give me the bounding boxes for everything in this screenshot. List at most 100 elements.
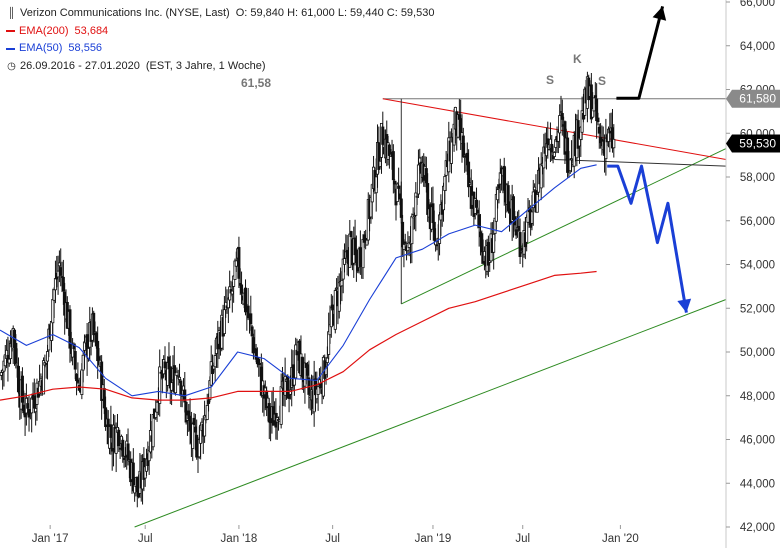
x-tick-label: Jan '20 — [602, 533, 639, 545]
ema200-swatch — [6, 30, 15, 33]
candle-body — [230, 290, 234, 295]
legend-range-row: ◷ 26.09.2016 - 27.01.2020 (EST, 3 Jahre,… — [6, 58, 434, 76]
candle-body — [461, 135, 465, 157]
bullish-forecast-path — [616, 6, 665, 100]
candle-body — [329, 307, 333, 328]
candle-body — [560, 113, 564, 120]
candle-body — [415, 195, 419, 198]
candle-body — [444, 160, 448, 176]
candle-body — [30, 397, 34, 414]
candle-body — [576, 120, 580, 149]
candle-body — [365, 239, 369, 246]
candle-body — [348, 233, 352, 268]
candle-body — [431, 203, 435, 224]
candle-body — [203, 415, 207, 437]
price-tag-box — [726, 134, 780, 153]
candle-body — [56, 270, 60, 278]
candle-body — [595, 98, 599, 122]
candle-body — [518, 232, 522, 258]
y-tick-label: 46,000 — [740, 435, 775, 447]
candle-body — [52, 289, 56, 301]
candle-body — [593, 95, 597, 98]
candle-body — [374, 176, 378, 194]
candle-body — [205, 405, 209, 420]
candle-body — [269, 418, 273, 424]
x-tick-label: Jul — [515, 533, 530, 545]
y-tick-label: 48,000 — [740, 391, 775, 403]
candle-body — [26, 403, 30, 409]
candle-body — [179, 380, 183, 396]
candle-body — [151, 414, 155, 448]
legend-ema50-row: EMA(50) 58,556 — [6, 40, 434, 58]
axes: 66,00064,00062,00060,00058,00056,00054,0… — [32, 0, 775, 548]
support-line-short — [401, 148, 727, 305]
candle-body — [279, 386, 283, 425]
y-tick-label: 54,000 — [740, 260, 775, 272]
candle-body — [402, 244, 406, 250]
candlestick-icon: ║ — [7, 8, 16, 19]
candle-body — [246, 305, 250, 319]
candle-body — [361, 238, 365, 269]
annotations: 61,58 S K S — [241, 52, 606, 90]
legend-ema200-row: EMA(200) 53,684 — [6, 23, 434, 41]
chart-legend: ║ Verizon Communications Inc. (NYSE, Las… — [6, 5, 434, 75]
candle-body — [118, 447, 122, 450]
candle-body — [0, 372, 3, 376]
candle-body — [155, 401, 159, 413]
candle-body — [511, 196, 515, 220]
candle-body — [568, 159, 572, 172]
candle-body — [378, 160, 382, 167]
x-tick-label: Jan '19 — [415, 533, 452, 545]
candle-body — [410, 216, 414, 245]
candle-body — [340, 279, 344, 287]
candle-body — [126, 443, 130, 461]
candle-body — [158, 366, 162, 404]
candle-body — [416, 164, 420, 195]
candle-body — [530, 211, 534, 224]
candle-body — [533, 186, 537, 191]
candle-body — [73, 351, 77, 370]
candle-body — [559, 111, 563, 113]
x-tick-label: Jul — [325, 533, 340, 545]
candle-body — [424, 168, 428, 184]
candle-body — [51, 299, 55, 324]
candle-body — [178, 376, 182, 380]
candle-body — [61, 276, 65, 292]
candle-body — [49, 321, 53, 341]
candle-body — [32, 395, 36, 409]
bullish-arrow-head — [652, 6, 667, 21]
candle-body — [397, 185, 401, 189]
candle-body — [531, 191, 535, 209]
candle-body — [117, 429, 121, 446]
legend-ema50-value: 58,556 — [68, 42, 103, 54]
candle-body — [121, 439, 125, 457]
x-tick-label: Jan '17 — [32, 533, 69, 545]
head-label: K — [573, 52, 582, 66]
upper-trend-line — [382, 98, 727, 160]
candle-body — [496, 189, 500, 201]
candle-body — [570, 158, 574, 161]
candle-body — [401, 221, 405, 248]
support-line-long — [134, 299, 727, 528]
candle-body — [34, 408, 38, 413]
candle-body — [497, 184, 501, 189]
candle-body — [46, 351, 50, 362]
y-tick-label: 42,000 — [740, 522, 775, 534]
candle-body — [432, 221, 436, 241]
candle-body — [251, 337, 255, 354]
price-tag-label: 61,580 — [739, 92, 776, 106]
candle-body — [552, 152, 556, 157]
price-tag-label: 59,530 — [739, 137, 776, 151]
y-tick-label: 44,000 — [740, 478, 775, 490]
candle-body — [294, 344, 298, 379]
candle-body — [192, 417, 196, 425]
price-tags: 61,580 59,530 — [726, 89, 780, 153]
y-tick-label: 56,000 — [740, 216, 775, 228]
candle-body — [612, 138, 616, 149]
right-shoulder-label: S — [598, 74, 606, 88]
price-tag-box — [726, 89, 780, 108]
candle-body — [335, 287, 339, 290]
candle-body — [244, 287, 248, 313]
candle-body — [234, 260, 238, 267]
